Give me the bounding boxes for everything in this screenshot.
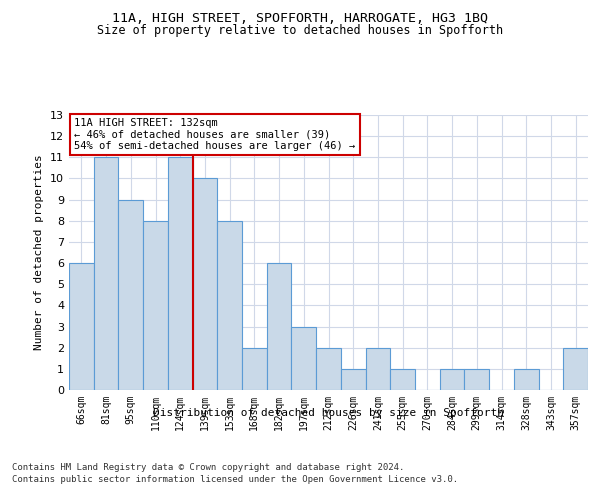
Text: Contains public sector information licensed under the Open Government Licence v3: Contains public sector information licen… [12, 475, 458, 484]
Bar [390, 369, 415, 390]
Bar [217, 221, 242, 390]
Y-axis label: Number of detached properties: Number of detached properties [34, 154, 44, 350]
Bar [242, 348, 267, 390]
Bar [292, 326, 316, 390]
Bar [193, 178, 217, 390]
Bar [563, 348, 588, 390]
Bar [440, 369, 464, 390]
Text: Contains HM Land Registry data © Crown copyright and database right 2024.: Contains HM Land Registry data © Crown c… [12, 462, 404, 471]
Bar [365, 348, 390, 390]
Text: 11A HIGH STREET: 132sqm
← 46% of detached houses are smaller (39)
54% of semi-de: 11A HIGH STREET: 132sqm ← 46% of detache… [74, 118, 355, 151]
Text: Size of property relative to detached houses in Spofforth: Size of property relative to detached ho… [97, 24, 503, 37]
Bar [118, 200, 143, 390]
Bar [316, 348, 341, 390]
Text: 11A, HIGH STREET, SPOFFORTH, HARROGATE, HG3 1BQ: 11A, HIGH STREET, SPOFFORTH, HARROGATE, … [112, 12, 488, 26]
Text: Distribution of detached houses by size in Spofforth: Distribution of detached houses by size … [154, 408, 504, 418]
Bar [69, 263, 94, 390]
Bar [464, 369, 489, 390]
Bar [168, 158, 193, 390]
Bar [94, 158, 118, 390]
Bar [514, 369, 539, 390]
Bar [267, 263, 292, 390]
Bar [143, 221, 168, 390]
Bar [341, 369, 365, 390]
